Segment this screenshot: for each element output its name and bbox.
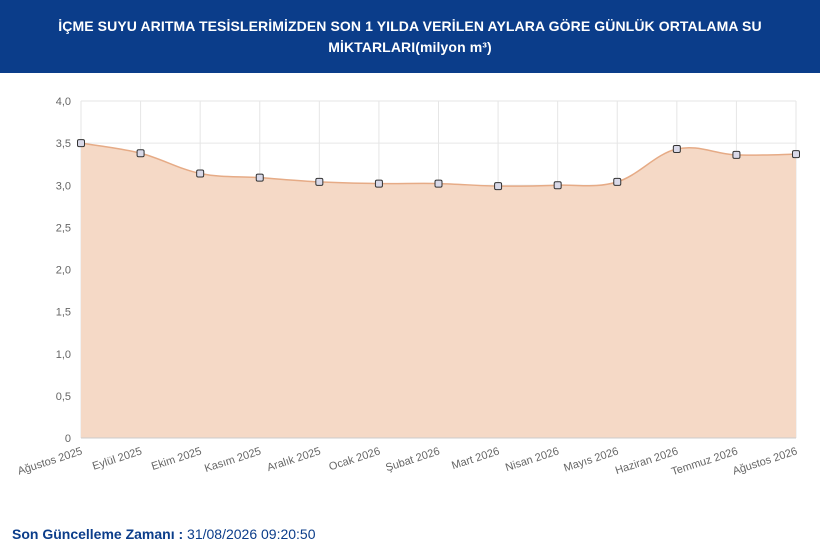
x-tick-label: Eylül 2025 [91,445,144,472]
y-tick-label: 3,0 [56,180,71,192]
last-update: Son Güncelleme Zamanı : 31/08/2026 09:20… [12,526,316,548]
data-point [255,173,264,182]
x-tick-label: Ağustos 2025 [16,445,84,477]
page-title: İÇME SUYU ARITMA TESİSLERİMİZDEN SON 1 Y… [58,17,762,55]
last-update-label: Son Güncelleme Zamanı : [12,526,184,542]
y-tick-label: 1,0 [56,349,71,361]
data-point [136,149,145,158]
data-point [196,169,205,178]
y-tick-label: 2,0 [56,265,71,277]
data-point [672,145,681,154]
x-tick-label: Şubat 2026 [384,445,441,474]
x-tick-label: Ağustos 2026 [731,445,799,477]
series-area [81,143,796,438]
x-tick-label: Nisan 2026 [504,445,561,474]
data-point [732,150,741,159]
data-point [792,150,800,159]
data-point [613,177,622,186]
x-tick-label: Temmuz 2026 [670,445,739,478]
data-point [77,139,85,148]
x-tick-label: Haziran 2026 [614,445,680,477]
y-tick-label: 3,5 [56,138,71,150]
x-tick-label: Mayıs 2026 [562,445,620,474]
x-tick-label: Ekim 2025 [150,445,203,472]
data-point [553,181,562,190]
x-tick-label: Ocak 2026 [328,445,382,473]
area-chart: 0 0,5 1,0 1,5 2,0 2,5 3,0 3,5 4,0 Ağustos 2025 Eyl… [0,73,820,513]
x-tick-label: Aralık 2025 [266,445,323,474]
y-tick-label: 0,5 [56,391,71,403]
data-point [494,182,503,191]
y-tick-label: 4,0 [56,96,71,108]
data-point [374,179,383,188]
title-bar: İÇME SUYU ARITMA TESİSLERİMİZDEN SON 1 Y… [0,0,820,73]
last-update-value: 31/08/2026 09:20:50 [187,526,316,542]
y-tick-label: 0 [65,433,71,445]
chart-svg: 0 0,5 1,0 1,5 2,0 2,5 3,0 3,5 4,0 Ağustos 2025 Eyl… [16,96,800,478]
x-tick-label: Kasım 2025 [203,445,263,475]
x-tick-label: Mart 2026 [450,445,501,472]
y-tick-label: 1,5 [56,307,71,319]
y-tick-label: 2,5 [56,222,71,234]
data-point [434,179,443,188]
data-point [315,177,324,186]
